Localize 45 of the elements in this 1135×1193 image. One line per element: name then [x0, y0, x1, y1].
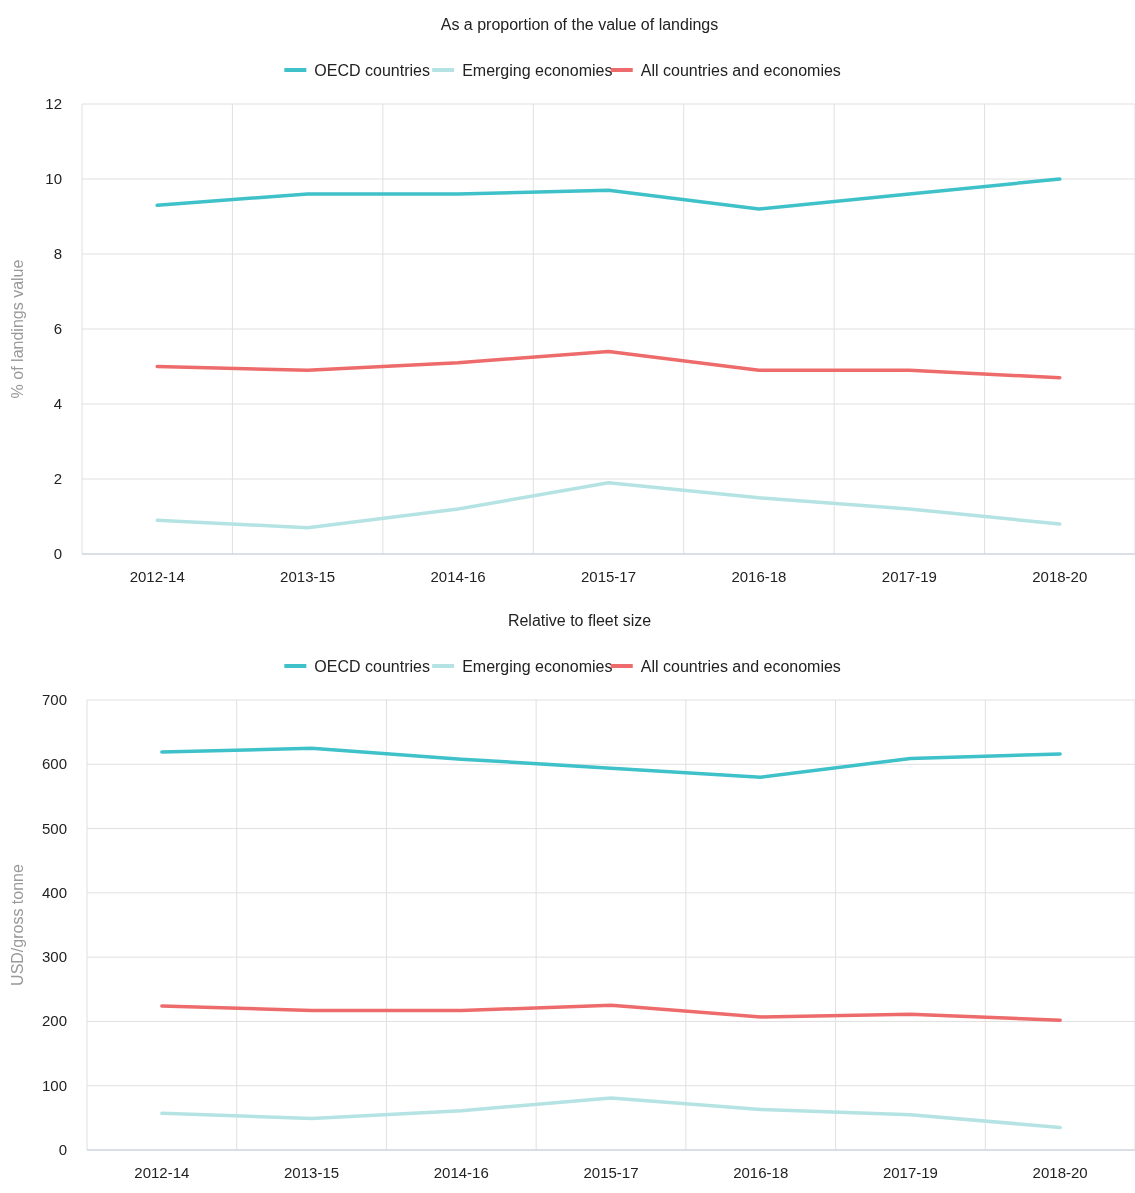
x-tick-label: 2015-17 — [580, 568, 637, 585]
line-series — [160, 1096, 1062, 1130]
y-tick-label: 500 — [41, 819, 67, 837]
x-tick-label: 2017-19 — [881, 568, 937, 585]
y-tick-label: 200 — [41, 1012, 67, 1030]
y-tick-label: 10 — [45, 170, 62, 187]
y-tick-label: 4 — [53, 395, 62, 412]
y-tick-label: 12 — [45, 95, 62, 112]
legend-label: OECD countries — [314, 658, 430, 675]
x-tick-label: 2014-16 — [430, 568, 486, 585]
x-tick-label: 2012-14 — [129, 568, 185, 585]
y-tick-label: 400 — [41, 883, 67, 901]
x-tick-label: 2013-15 — [284, 1164, 340, 1181]
y-axis-title: USD/gross tonne — [9, 863, 26, 986]
x-tick-label: 2018-20 — [1032, 568, 1088, 585]
x-tick-label: 2014-16 — [433, 1164, 489, 1181]
x-tick-label: 2013-15 — [280, 568, 336, 585]
y-tick-label: 700 — [41, 691, 67, 708]
y-tick-label: 0 — [53, 545, 62, 562]
legend-label: All countries and economies — [640, 62, 841, 79]
x-tick-label: 2017-19 — [882, 1164, 938, 1181]
y-tick-label: 300 — [41, 948, 67, 966]
line-series — [155, 349, 1062, 380]
chart-title: As a proportion of the value of landings — [440, 16, 719, 33]
x-tick-label: 2016-18 — [731, 568, 787, 585]
y-tick-label: 2 — [53, 470, 62, 487]
chart-title: Relative to fleet size — [507, 612, 652, 629]
y-axis-title: % of landings value — [9, 259, 26, 399]
legend-label: Emerging economies — [462, 658, 613, 675]
x-tick-label: 2015-17 — [583, 1164, 639, 1181]
legend-label: OECD countries — [314, 62, 430, 79]
y-tick-label: 100 — [41, 1076, 67, 1094]
line-series — [160, 1003, 1062, 1022]
line-series — [155, 177, 1062, 211]
x-tick-label: 2018-20 — [1032, 1164, 1088, 1181]
x-tick-label: 2012-14 — [134, 1164, 190, 1181]
y-tick-label: 6 — [53, 320, 62, 337]
legend-label: All countries and economies — [640, 658, 841, 675]
legend-label: Emerging economies — [462, 62, 613, 79]
x-tick-label: 2016-18 — [733, 1164, 789, 1181]
line-series — [160, 746, 1062, 779]
y-tick-label: 600 — [41, 755, 67, 773]
y-tick-label: 0 — [58, 1141, 67, 1158]
y-tick-label: 8 — [53, 245, 62, 262]
line-series — [155, 481, 1062, 530]
